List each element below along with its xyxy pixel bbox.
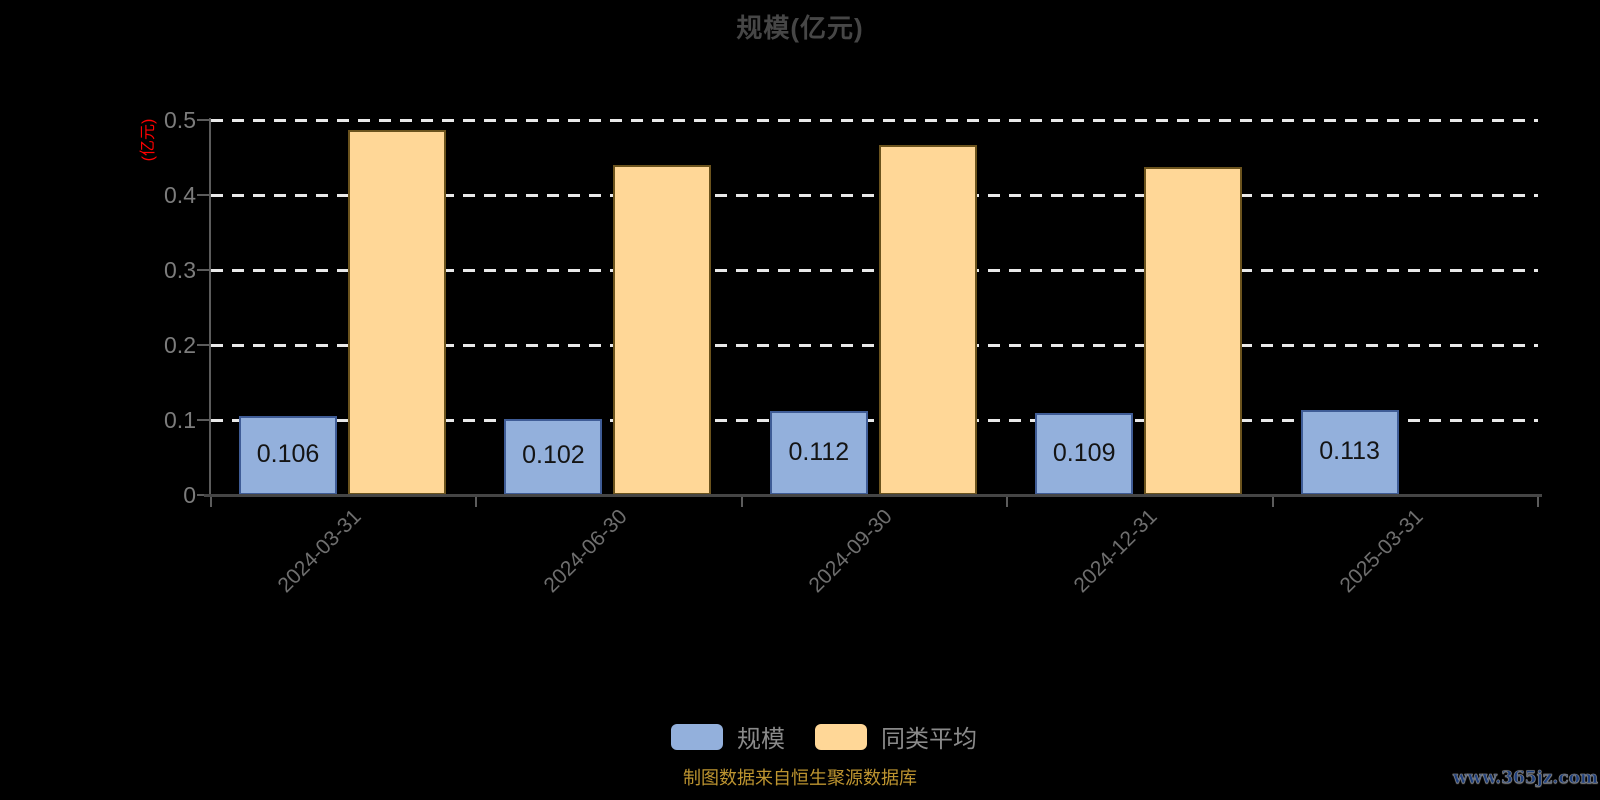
gridline	[211, 118, 1538, 122]
y-axis-tick-label: 0	[183, 482, 196, 508]
scale-bar[interactable]: 0.112	[769, 411, 868, 495]
y-axis-tick	[197, 344, 210, 346]
x-axis-tick	[475, 495, 478, 507]
x-axis-tick	[1537, 495, 1539, 507]
bar-value-label: 0.102	[522, 441, 585, 470]
y-axis-tick	[197, 494, 210, 496]
peer-average-bar[interactable]	[1144, 167, 1243, 495]
scale-legend-swatch	[671, 723, 723, 750]
y-axis-tick	[197, 194, 210, 196]
scale-bar[interactable]: 0.102	[504, 418, 603, 495]
legend: 规模 同类平均	[24, 719, 1600, 754]
y-axis-tick	[197, 419, 210, 421]
watermark: www.365jz.com	[1453, 768, 1599, 789]
legend-item-label: 规模	[737, 726, 785, 753]
y-axis-tick-label: 0.1	[164, 407, 196, 433]
y-axis-tick	[197, 269, 210, 271]
bar-value-label: 0.113	[1319, 437, 1380, 466]
y-axis-tick-label: 0.4	[164, 182, 196, 208]
x-axis-tick	[1271, 495, 1274, 507]
legend-item-label: 同类平均	[881, 726, 977, 753]
x-axis-line	[204, 494, 1542, 497]
peer-average-bar[interactable]	[348, 129, 446, 495]
bar-value-label: 0.109	[1052, 438, 1116, 467]
peer-average-bar[interactable]	[613, 165, 712, 495]
y-axis-tick	[197, 119, 210, 121]
scale-bar[interactable]: 0.109	[1035, 413, 1134, 495]
legend-item-scale[interactable]: 规模	[671, 719, 785, 754]
y-axis-tick-label: 0.2	[164, 332, 196, 358]
x-axis-tick	[1006, 495, 1009, 507]
gridline	[211, 343, 1538, 347]
gridline	[211, 418, 1538, 422]
y-axis-tick-label: 0.5	[164, 107, 196, 133]
legend-item-peer-average[interactable]: 同类平均	[815, 719, 977, 754]
peer-average-bar[interactable]	[878, 144, 977, 495]
chart-title: 规模(亿元)	[736, 13, 864, 43]
x-axis-tick	[210, 495, 212, 507]
bar-value-label: 0.106	[256, 439, 320, 468]
bar-value-label: 0.112	[788, 437, 850, 466]
y-axis-tick-label: 0.3	[164, 257, 196, 283]
scale-bar[interactable]: 0.113	[1300, 410, 1399, 495]
gridline	[211, 268, 1538, 272]
scale-bar[interactable]: 0.106	[239, 415, 337, 495]
x-axis-tick	[740, 495, 743, 507]
y-axis-line	[209, 118, 211, 497]
peer-average-legend-swatch	[815, 723, 867, 750]
data-source-note: 制图数据来自恒生聚源数据库	[683, 768, 917, 788]
gridline	[211, 193, 1538, 197]
